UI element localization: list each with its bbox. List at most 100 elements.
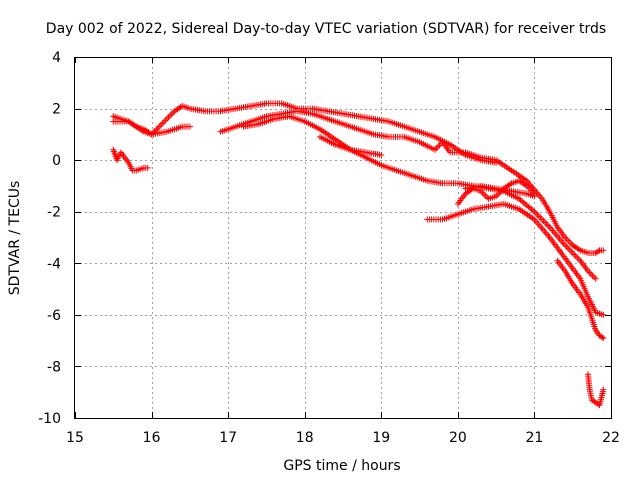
data-point [441, 218, 444, 220]
data-point [449, 144, 451, 146]
data-point [579, 249, 582, 251]
data-point [487, 206, 490, 208]
data-point [598, 249, 601, 251]
data-point [166, 131, 168, 133]
data-point [602, 249, 604, 251]
data-point [128, 120, 130, 123]
data-point [250, 105, 252, 107]
data-point [131, 169, 133, 172]
data-point [510, 182, 513, 184]
data-point [380, 154, 382, 156]
data-point [311, 113, 313, 115]
data-point [327, 118, 329, 120]
point-markers [317, 133, 385, 158]
data-point [587, 252, 589, 254]
y-axis-label: SDTVAR / TECUs [7, 181, 23, 296]
data-point [495, 187, 497, 190]
data-point [595, 278, 597, 280]
chart-title: Day 002 of 2022, Sidereal Day-to-day VTE… [46, 21, 606, 37]
data-point [265, 102, 267, 104]
x-tick-label: 22 [602, 430, 620, 446]
data-point [373, 118, 375, 120]
data-point [419, 141, 421, 143]
data-point [135, 126, 137, 128]
data-point [112, 115, 114, 117]
data-point [411, 175, 413, 177]
series-track-k [585, 371, 607, 409]
data-point [426, 218, 428, 220]
data-point [281, 113, 283, 115]
data-point [319, 128, 321, 130]
x-tick-label: 21 [526, 430, 544, 446]
data-point [388, 120, 390, 123]
data-point [457, 203, 459, 205]
data-point [595, 311, 597, 313]
data-point [441, 182, 444, 184]
data-point [147, 167, 149, 169]
data-point [464, 193, 467, 195]
data-point [288, 115, 290, 117]
data-point [449, 151, 451, 153]
data-point [487, 198, 490, 200]
plot-frame [74, 57, 612, 419]
y-tick-label: -10 [38, 411, 61, 427]
series-track-f [317, 133, 385, 158]
data-point [143, 167, 145, 169]
data-point [265, 115, 267, 117]
data-point [258, 123, 260, 125]
data-point [541, 198, 543, 200]
data-point [549, 236, 551, 239]
data-point [549, 226, 551, 228]
data-point [503, 203, 505, 205]
data-point [319, 136, 321, 138]
series-track-b [110, 118, 193, 138]
data-point [518, 198, 520, 200]
data-point [342, 123, 344, 125]
data-point [273, 118, 275, 120]
data-point [419, 131, 421, 133]
data-point [472, 208, 474, 210]
data-point [388, 136, 390, 138]
series-track-j [554, 257, 607, 342]
x-tick-labels: 15 16 17 18 19 20 21 22 [66, 430, 620, 446]
data-point [128, 162, 130, 164]
data-point [556, 226, 559, 228]
data-point [579, 260, 582, 262]
data-point [598, 334, 601, 337]
data-point [480, 157, 482, 159]
data-point [549, 211, 551, 213]
data-point [181, 126, 183, 128]
y-tick-label: -4 [47, 256, 61, 272]
y-tick-label: 0 [52, 153, 61, 169]
x-tick-label: 18 [296, 430, 314, 446]
x-tick-label: 16 [143, 430, 161, 446]
data-point [587, 270, 589, 272]
x-tick-label: 15 [66, 430, 84, 446]
data-point [365, 151, 367, 153]
data-point [533, 218, 536, 220]
data-point [166, 118, 168, 120]
data-point [357, 115, 359, 117]
data-point [441, 141, 444, 143]
point-markers [240, 113, 599, 282]
data-point [304, 120, 306, 123]
data-point [189, 126, 191, 128]
data-point [143, 128, 145, 130]
data-point [158, 126, 160, 128]
data-point [396, 169, 398, 172]
data-point [112, 120, 114, 123]
x-tick-label: 17 [219, 430, 237, 446]
data-point [235, 126, 237, 128]
data-point [495, 195, 497, 197]
y-tick-label: 4 [52, 50, 61, 66]
data-point [135, 169, 137, 172]
point-markers [554, 257, 607, 342]
data-point [342, 113, 344, 115]
data-point [281, 102, 283, 104]
data-point [518, 208, 520, 210]
data-point [602, 314, 604, 316]
data-point [311, 108, 313, 110]
y-tick-label: -6 [47, 308, 61, 324]
data-point [595, 329, 597, 331]
data-point [327, 110, 329, 112]
